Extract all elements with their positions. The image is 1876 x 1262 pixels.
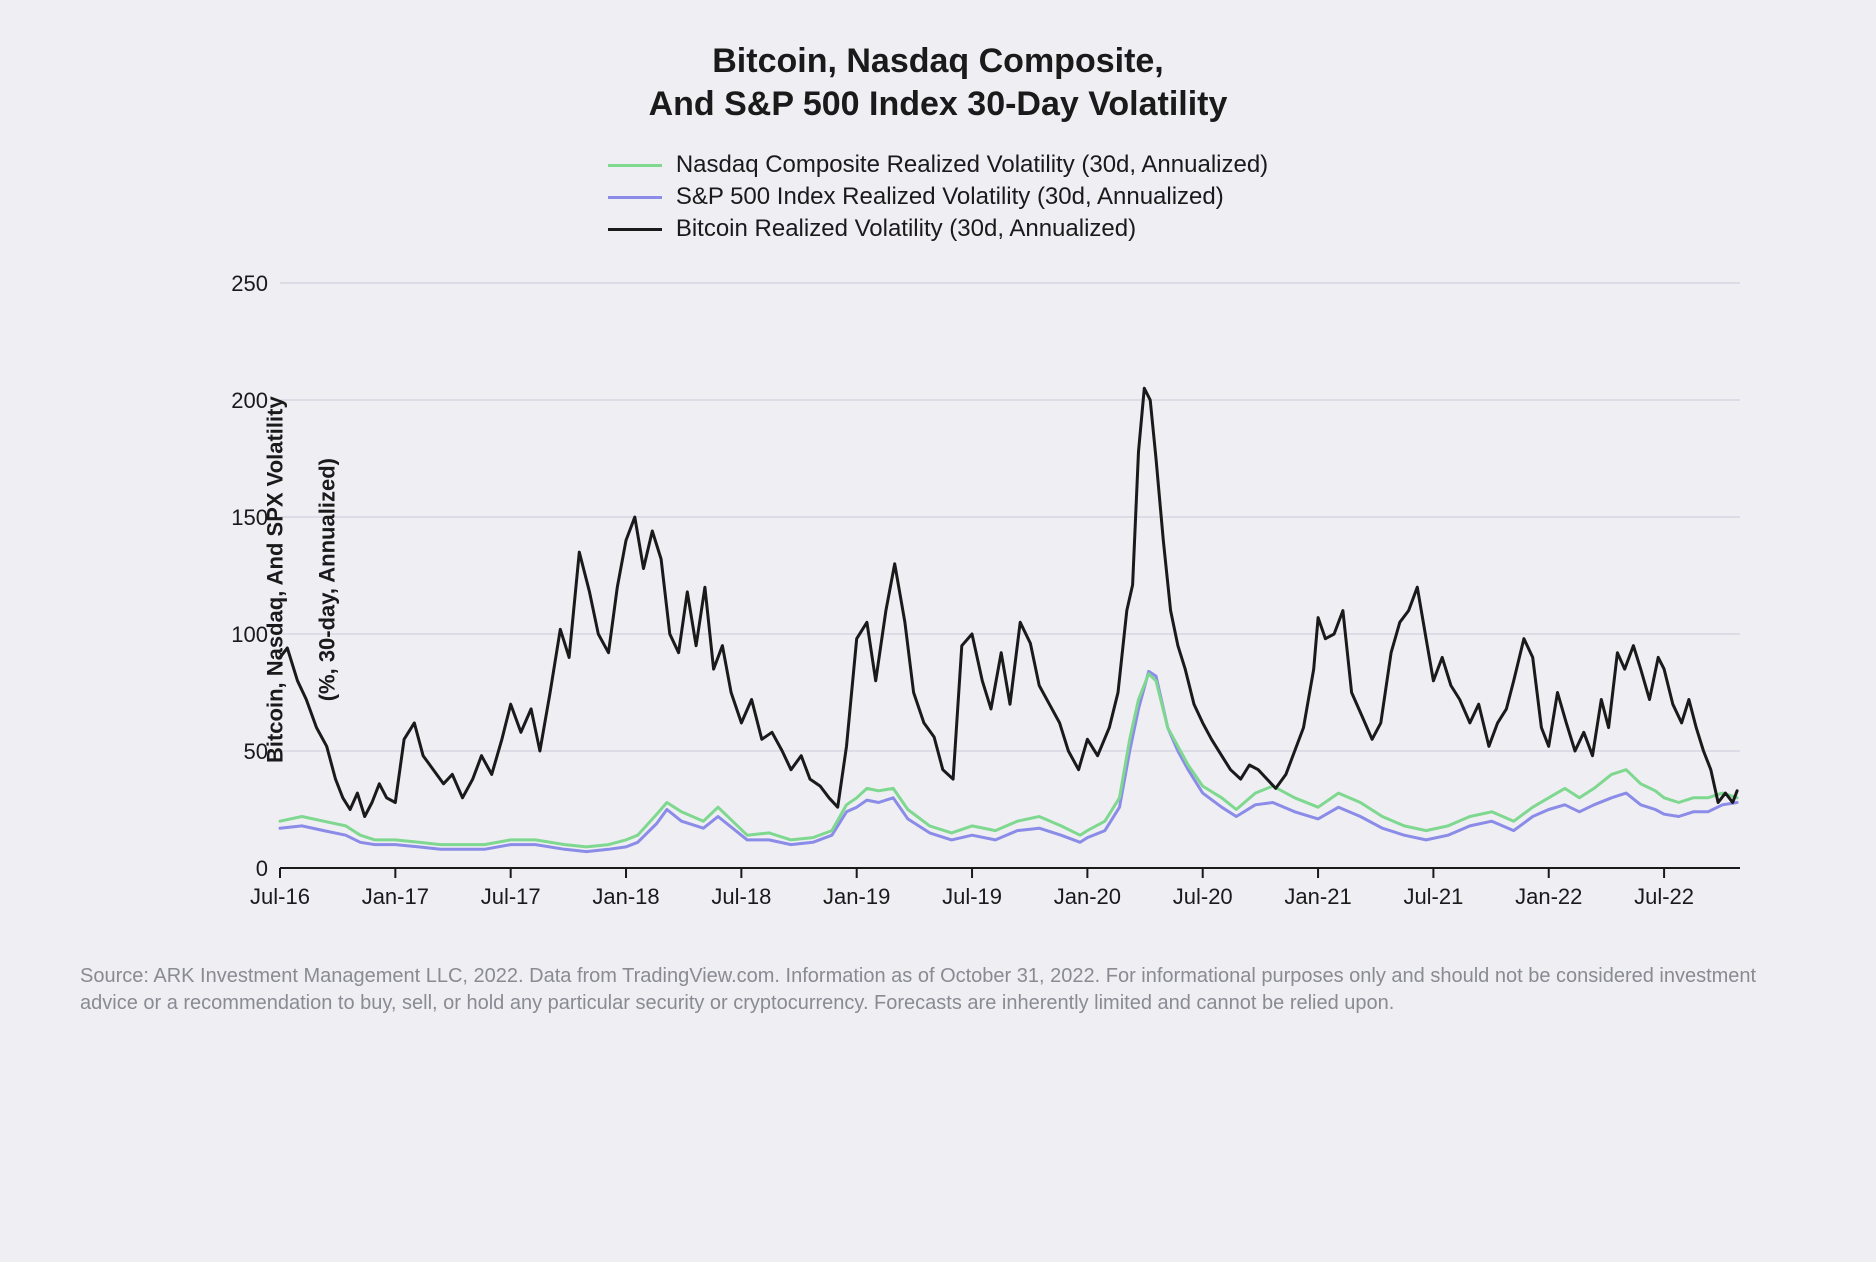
y-tick-label: 250 — [231, 273, 268, 296]
x-tick-label: Jul-20 — [1173, 884, 1233, 909]
x-tick-label: Jan-22 — [1515, 884, 1582, 909]
x-tick-label: Jan-20 — [1054, 884, 1121, 909]
legend-item-sp500: S&P 500 Index Realized Volatility (30d, … — [608, 183, 1224, 211]
legend-swatch-sp500 — [608, 196, 662, 199]
x-tick-label: Jul-18 — [711, 884, 771, 909]
legend-swatch-bitcoin — [608, 228, 662, 231]
legend-item-nasdaq: Nasdaq Composite Realized Volatility (30… — [608, 151, 1268, 179]
source-footnote: Source: ARK Investment Management LLC, 2… — [80, 963, 1760, 1017]
x-tick-label: Jul-22 — [1634, 884, 1694, 909]
x-tick-label: Jul-19 — [942, 884, 1002, 909]
chart-title-line2: And S&P 500 Index 30-Day Volatility — [80, 83, 1796, 126]
legend: Nasdaq Composite Realized Volatility (30… — [608, 149, 1268, 245]
legend-label-sp500: S&P 500 Index Realized Volatility (30d, … — [676, 183, 1224, 211]
x-tick-label: Jul-17 — [481, 884, 541, 909]
x-tick-label: Jan-18 — [592, 884, 659, 909]
series-line-bitcoin — [280, 388, 1737, 816]
chart-container: Bitcoin, Nasdaq Composite, And S&P 500 I… — [80, 40, 1796, 1017]
x-tick-label: Jul-16 — [250, 884, 310, 909]
x-tick-label: Jan-17 — [362, 884, 429, 909]
y-axis-title-line2: (%, 30-day, Annualized) — [315, 458, 340, 701]
chart-title: Bitcoin, Nasdaq Composite, And S&P 500 I… — [80, 40, 1796, 125]
x-tick-label: Jul-21 — [1403, 884, 1463, 909]
legend-label-nasdaq: Nasdaq Composite Realized Volatility (30… — [676, 151, 1268, 179]
legend-swatch-nasdaq — [608, 164, 662, 167]
x-tick-label: Jan-19 — [823, 884, 890, 909]
y-axis-title: Bitcoin, Nasdaq, And SPX Volatility (%, … — [237, 396, 367, 799]
legend-item-bitcoin: Bitcoin Realized Volatility (30d, Annual… — [608, 215, 1136, 243]
y-tick-label: 0 — [256, 856, 268, 881]
chart-title-line1: Bitcoin, Nasdaq Composite, — [80, 40, 1796, 83]
line-chart-svg: 050100150200250Jul-16Jan-17Jul-17Jan-18J… — [210, 273, 1750, 923]
y-axis-title-line1: Bitcoin, Nasdaq, And SPX Volatility — [263, 396, 288, 763]
plot-area: Bitcoin, Nasdaq, And SPX Volatility (%, … — [210, 273, 1756, 923]
legend-label-bitcoin: Bitcoin Realized Volatility (30d, Annual… — [676, 215, 1136, 243]
x-tick-label: Jan-21 — [1284, 884, 1351, 909]
